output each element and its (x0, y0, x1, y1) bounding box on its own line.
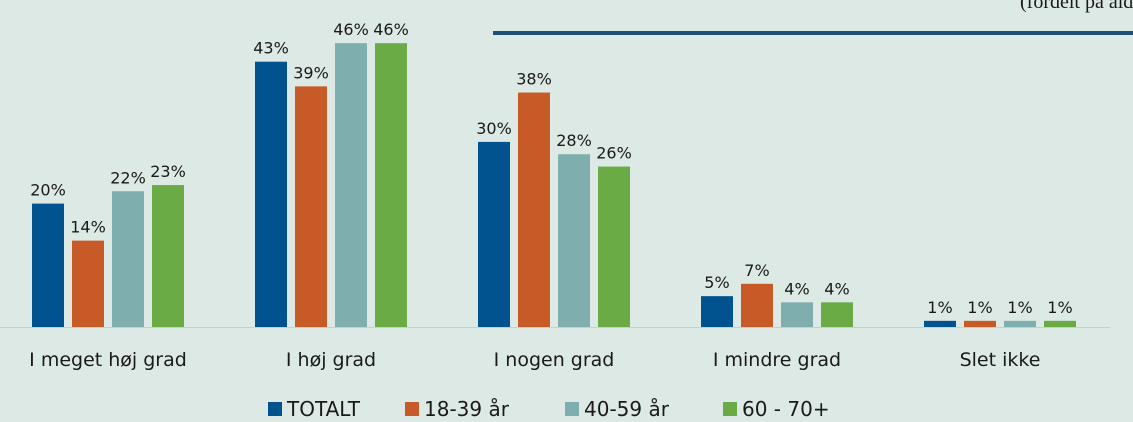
data-label: 26% (596, 144, 632, 163)
legend-label: 18-39 år (424, 397, 510, 421)
bar (741, 283, 773, 327)
x-tick-label: I meget høj grad (29, 349, 187, 371)
legend-label: 60 - 70+ (742, 397, 830, 421)
x-tick-label: I nogen grad (494, 349, 615, 371)
legend-swatch (565, 402, 579, 416)
bar (255, 61, 287, 327)
bar (478, 141, 510, 327)
legend-swatch (405, 402, 419, 416)
bar (821, 302, 853, 327)
data-label: 1% (1007, 298, 1032, 317)
data-label: 20% (30, 181, 66, 200)
bar (518, 92, 550, 327)
data-label: 23% (150, 162, 186, 181)
data-label: 14% (70, 218, 106, 237)
legend-swatch (723, 402, 737, 416)
bar (781, 302, 813, 327)
legend-label: 40-59 år (584, 397, 670, 421)
bar (72, 240, 104, 327)
data-label: 4% (784, 279, 809, 298)
data-label: 38% (516, 70, 552, 89)
legend-label: TOTALT (286, 397, 361, 421)
legend-swatch (268, 402, 282, 416)
x-tick-label: Slet ikke (960, 349, 1041, 371)
data-label: 46% (333, 20, 369, 39)
bar (32, 203, 64, 327)
bar (152, 185, 184, 327)
data-label: 28% (556, 131, 592, 150)
x-tick-label: I mindre grad (713, 349, 841, 371)
bar (964, 320, 996, 327)
data-label: 22% (110, 168, 146, 187)
bar (598, 166, 630, 327)
data-label: 46% (373, 20, 409, 39)
data-label: 4% (824, 279, 849, 298)
data-label: 7% (744, 261, 769, 280)
data-label: 1% (1047, 298, 1072, 317)
data-label: 30% (476, 119, 512, 138)
bar (701, 296, 733, 327)
bar (924, 320, 956, 327)
x-tick-label: I høj grad (286, 349, 376, 371)
bar (375, 43, 407, 328)
bar (1004, 320, 1036, 327)
bar (335, 43, 367, 328)
bar (1044, 320, 1076, 327)
bar (112, 191, 144, 327)
subtitle: (fordelt på alder (1020, 0, 1133, 13)
data-label: 39% (293, 63, 329, 82)
data-label: 1% (967, 298, 992, 317)
bar (295, 86, 327, 328)
data-label: 1% (927, 298, 952, 317)
data-label: 5% (704, 273, 729, 292)
bar (558, 154, 590, 327)
data-label: 43% (253, 39, 289, 58)
